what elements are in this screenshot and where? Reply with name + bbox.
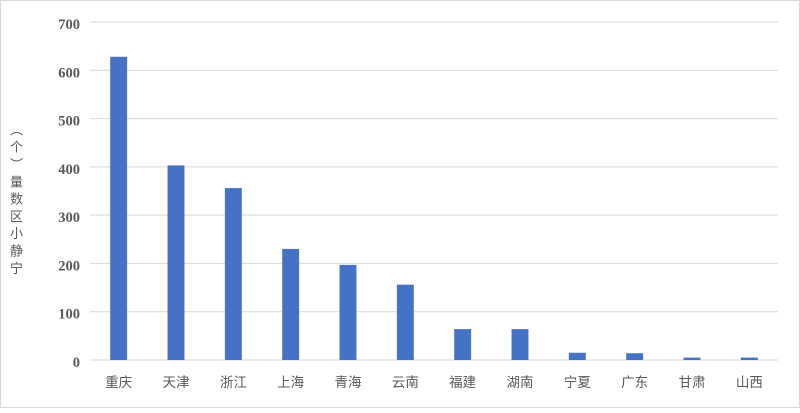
svg-text:200: 200	[58, 258, 80, 274]
svg-text:天津: 天津	[163, 371, 190, 391]
svg-text:云南: 云南	[392, 371, 419, 391]
svg-text:600: 600	[58, 65, 80, 81]
svg-text:湖南: 湖南	[507, 371, 534, 391]
svg-text:青海: 青海	[335, 371, 362, 391]
svg-text:500: 500	[58, 114, 80, 130]
svg-text:100: 100	[58, 307, 80, 323]
svg-text:浙江: 浙江	[220, 371, 247, 391]
svg-text:甘肃: 甘肃	[679, 371, 706, 391]
svg-text:山西: 山西	[736, 371, 763, 391]
svg-text:400: 400	[58, 162, 80, 178]
svg-text:宁夏: 宁夏	[564, 371, 591, 391]
svg-text:300: 300	[58, 210, 80, 226]
svg-text:福建: 福建	[449, 371, 476, 391]
svg-text:广东: 广东	[621, 371, 648, 391]
svg-text:上海: 上海	[277, 371, 304, 391]
svg-text:700: 700	[58, 17, 80, 33]
svg-text:重庆: 重庆	[105, 371, 132, 391]
svg-text:0: 0	[73, 355, 80, 371]
